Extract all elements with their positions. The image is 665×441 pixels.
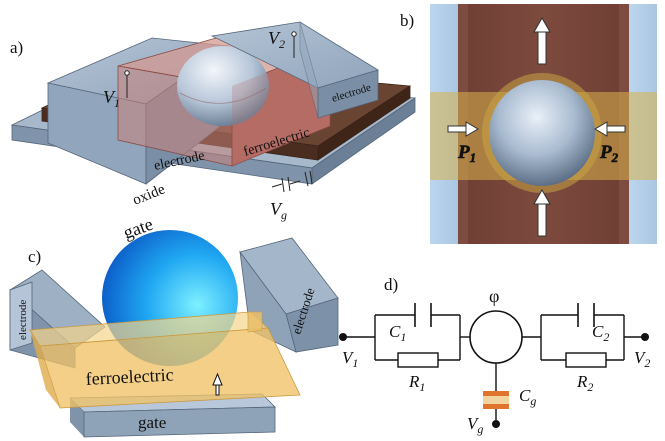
cg-label: Cg [519,386,536,408]
panel-d: d) [339,275,650,436]
capacitor-c1 [414,303,432,327]
panel-a-letter: a) [10,38,23,57]
resistor-r1 [397,352,439,368]
panel-b: b) P1 P2 [400,4,657,244]
quantum-dot-sphere [177,46,269,126]
p2-label: P2 [599,142,619,165]
oxide-label: oxide [131,181,168,208]
r1-label: R1 [408,372,425,394]
panel-c: c) electrode electrode [9,230,339,438]
v2-terminal-node [291,31,297,37]
quantum-dot-top-view [489,80,595,186]
p2-arrow [594,121,626,137]
v2-node [641,333,649,341]
v1-label: V1 [103,87,120,110]
v1-node [339,333,347,341]
right-electrode [210,21,379,119]
right-electrode-c: electrode [239,237,339,353]
v1-circuit-label: V1 [342,348,358,370]
polarization-arrow-up [533,16,551,65]
panel-c-letter: c) [28,247,41,266]
electrode-left-label-c: electrode [17,300,29,340]
vg-circuit-label: Vg [467,414,483,436]
c1-label: C1 [389,322,406,344]
vg-label: Vg [270,199,287,222]
r2-label: R2 [576,372,593,394]
v2-circuit-label: V2 [634,348,650,370]
island-node [469,310,523,364]
vg-node [492,420,500,428]
capacitor-c2 [577,303,595,327]
ferroelectric-label-c: ferroelectric [85,364,174,389]
polarization-arrow-bottom [533,188,551,237]
v2-label: V2 [268,28,285,51]
p1-arrow [447,121,479,137]
phi-label: φ [489,286,499,306]
gate-label-c: gate [138,413,166,432]
panel-d-letter: d) [384,275,398,294]
panel-a: a) [10,21,417,243]
ferroelectric-film-c [29,311,301,409]
panel-b-letter: b) [400,11,414,30]
vg-capacitor-symbol [271,170,313,193]
resistor-r2 [565,352,607,368]
p1-label: P1 [457,142,476,165]
polarization-arrow-c [212,372,223,396]
capacitor-cg [483,391,509,409]
v1-terminal-node [124,70,130,76]
c2-label: C2 [592,322,609,344]
